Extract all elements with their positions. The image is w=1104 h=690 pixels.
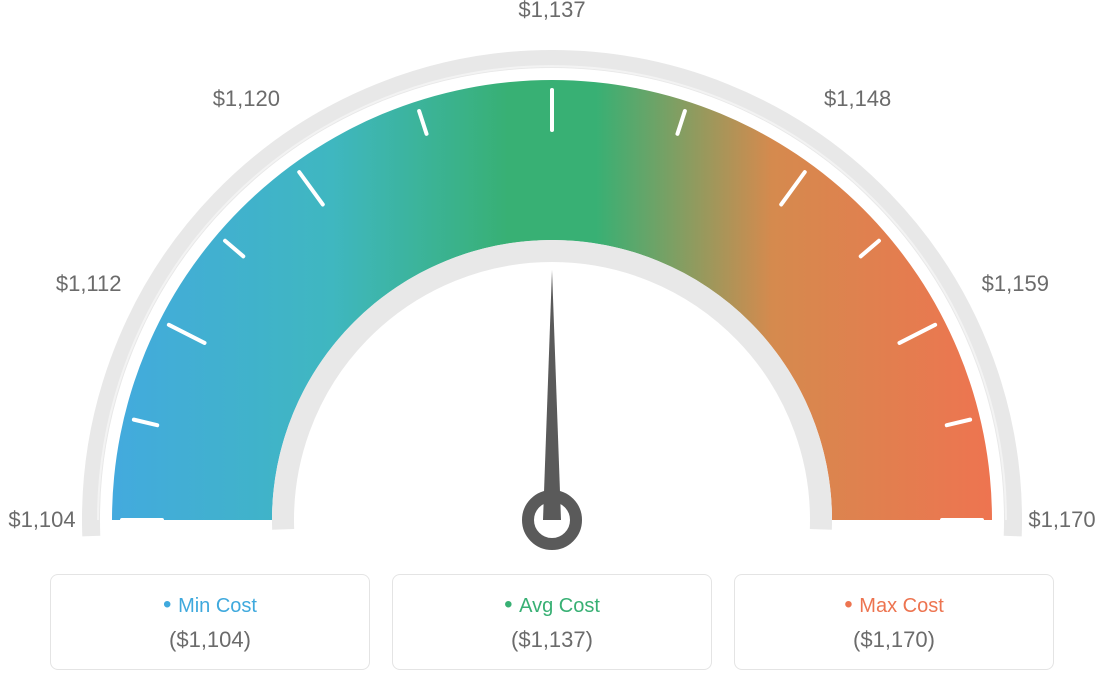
legend-max-title: Max Cost — [755, 591, 1033, 619]
legend-min: Min Cost ($1,104) — [50, 574, 370, 670]
legend-avg-value: ($1,137) — [413, 627, 691, 653]
legend-min-title: Min Cost — [71, 591, 349, 619]
gauge-svg — [0, 0, 1104, 570]
legend-avg-title: Avg Cost — [413, 591, 691, 619]
gauge-tick-label: $1,137 — [518, 0, 585, 23]
gauge-tick-label: $1,112 — [56, 271, 122, 297]
gauge-tick-label: $1,104 — [8, 507, 75, 533]
gauge-area: $1,104 $1,112 $1,120 $1,137 $1,148 $1,159 $1,1… — [0, 0, 1104, 570]
legend-row: Min Cost ($1,104) Avg Cost ($1,137) Max … — [0, 574, 1104, 670]
gauge-tick-label: $1,148 — [824, 86, 891, 112]
gauge-tick-label: $1,170 — [1028, 507, 1095, 533]
legend-max-value: ($1,170) — [755, 627, 1033, 653]
legend-max: Max Cost ($1,170) — [734, 574, 1054, 670]
gauge-tick-label: $1,159 — [982, 271, 1049, 297]
gauge-tick-label: $1,120 — [213, 86, 280, 112]
legend-avg: Avg Cost ($1,137) — [392, 574, 712, 670]
gauge-chart-container: $1,104 $1,112 $1,120 $1,137 $1,148 $1,159 $1,1… — [0, 0, 1104, 690]
legend-min-value: ($1,104) — [71, 627, 349, 653]
